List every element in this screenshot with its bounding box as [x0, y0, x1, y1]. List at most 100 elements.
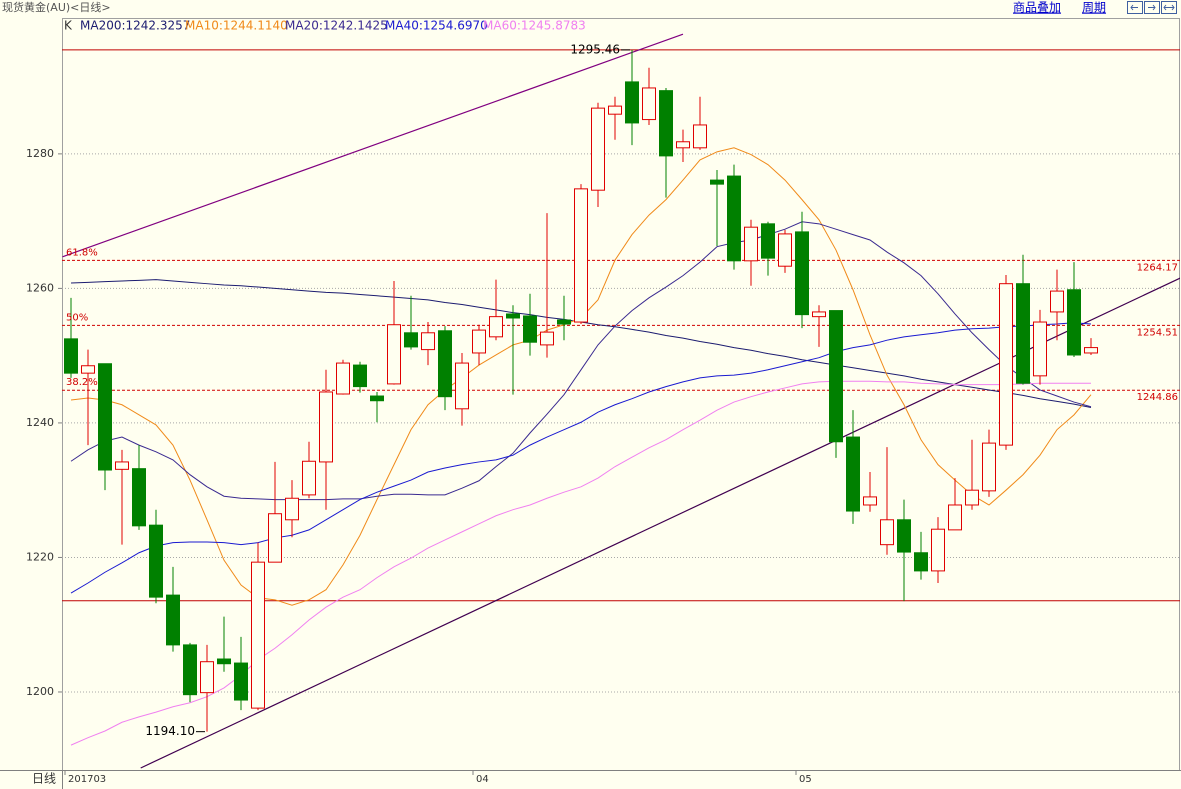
- candle-body: [846, 436, 860, 512]
- candle-body: [115, 461, 129, 470]
- candle-body: [863, 496, 877, 506]
- candle-body: [251, 561, 265, 709]
- candle-body: [982, 442, 996, 492]
- candle-body: [574, 188, 588, 323]
- candle-body: [336, 362, 350, 395]
- candle-body: [489, 316, 503, 338]
- candle-body: [727, 175, 741, 262]
- trend-line: [62, 33, 684, 258]
- candle-body: [234, 662, 248, 701]
- candle-body: [931, 528, 945, 572]
- fib-label: 38.2%: [66, 377, 98, 388]
- candle-body: [98, 363, 112, 471]
- candle-body: [268, 513, 282, 563]
- candle-body: [132, 468, 146, 527]
- y-tick-label: 1280: [26, 147, 54, 160]
- candle-body: [404, 332, 418, 348]
- legend-entry: MA40:1254.6970: [385, 19, 488, 33]
- x-tick-label: 04: [476, 774, 489, 785]
- candle-body: [1016, 283, 1030, 384]
- price-annotation: 1194.10: [145, 724, 195, 738]
- candle-body: [710, 179, 724, 185]
- candle-body: [319, 391, 333, 463]
- plot-area: [62, 33, 1180, 769]
- candle-body: [948, 504, 962, 531]
- period-link[interactable]: 周期: [1082, 1, 1106, 15]
- fib-value: 1264.17: [1137, 262, 1178, 273]
- legend-entry: MA10:1244.1140: [185, 19, 288, 33]
- x-tick-label: 201703: [68, 774, 106, 785]
- ma-line: [70, 221, 1092, 501]
- candle-body: [693, 124, 707, 149]
- candle-body: [676, 141, 690, 149]
- button-right[interactable]: [1144, 1, 1160, 14]
- candle-body: [812, 311, 826, 318]
- candle-body: [166, 594, 180, 646]
- candle-body: [387, 324, 401, 385]
- candle-body: [1084, 347, 1098, 354]
- y-tick-label: 1260: [26, 281, 54, 294]
- candle-body: [285, 497, 299, 521]
- candle-body: [200, 661, 214, 694]
- candle-body: [880, 519, 894, 546]
- candle-body: [540, 331, 554, 346]
- candle-body: [1033, 321, 1047, 377]
- legend-entry: MA20:1242.1425: [285, 19, 388, 33]
- candle-body: [217, 658, 231, 665]
- candle-body: [1067, 289, 1081, 356]
- page-title: 现货黄金(AU)<日线>: [2, 0, 111, 14]
- y-tick-label: 1200: [26, 685, 54, 698]
- candle-body: [965, 489, 979, 506]
- ma-line: [70, 322, 1092, 594]
- button-expand[interactable]: [1161, 1, 1177, 14]
- candle-body: [149, 524, 163, 598]
- candle-body: [455, 362, 469, 410]
- fib-value: 1254.51: [1137, 327, 1178, 338]
- candle-body: [608, 105, 622, 115]
- fib-label: 50%: [66, 312, 88, 323]
- candle-body: [523, 315, 537, 343]
- candle-body: [659, 90, 673, 157]
- candle-body: [999, 283, 1013, 446]
- icon: [1163, 4, 1175, 11]
- candle-body: [642, 87, 656, 121]
- candle-body: [1050, 290, 1064, 313]
- candle-body: [625, 81, 639, 124]
- fib-label: 61.8%: [66, 247, 98, 258]
- fib-value: 1244.86: [1137, 392, 1178, 403]
- candle-body: [914, 552, 928, 572]
- legend-entry: MA60:1245.8783: [483, 19, 586, 33]
- candle-body: [183, 644, 197, 696]
- candle-body: [353, 364, 367, 388]
- overlay-link[interactable]: 商品叠加: [1013, 0, 1061, 15]
- icon: [1130, 4, 1138, 11]
- candle-body: [829, 310, 843, 443]
- period-label: 日线: [32, 772, 56, 786]
- candle-body: [506, 313, 520, 319]
- candle-body: [778, 233, 792, 267]
- candle-body: [897, 519, 911, 553]
- nav-buttons: [1127, 1, 1177, 14]
- candle-body: [81, 365, 95, 374]
- candle-body: [421, 332, 435, 351]
- candle-body: [795, 231, 809, 316]
- legend-entry: K: [64, 19, 73, 33]
- x-tick-label: 05: [799, 774, 812, 785]
- candle-body: [744, 226, 758, 262]
- candle-body: [557, 319, 571, 325]
- y-tick-label: 1220: [26, 550, 54, 563]
- candle-body: [370, 395, 384, 402]
- legend-entry: MA200:1242.3257: [80, 19, 190, 33]
- candle-body: [302, 460, 316, 496]
- price-annotation: 1295.46: [570, 42, 620, 56]
- candle-body: [64, 338, 78, 374]
- candle-body: [438, 330, 452, 398]
- button-left[interactable]: [1127, 1, 1143, 14]
- candle-body: [472, 329, 486, 354]
- candle-body: [761, 223, 775, 259]
- icon: [1148, 4, 1156, 11]
- candle-body: [591, 107, 605, 191]
- y-tick-label: 1240: [26, 416, 54, 429]
